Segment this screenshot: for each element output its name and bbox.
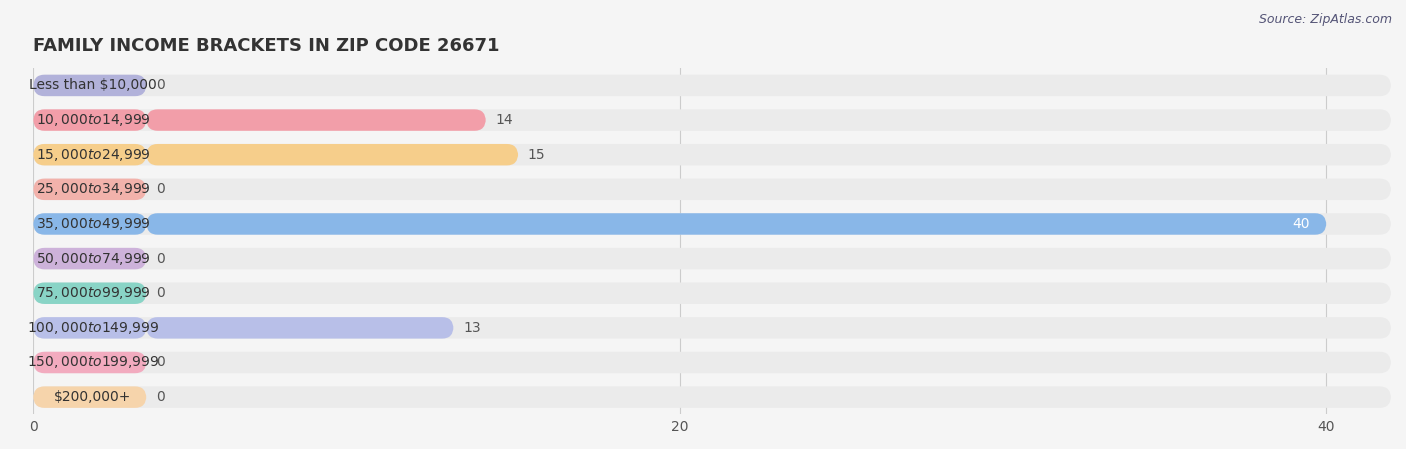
FancyBboxPatch shape	[34, 317, 146, 339]
Text: Less than $10,000: Less than $10,000	[30, 79, 157, 92]
FancyBboxPatch shape	[34, 352, 1391, 373]
FancyBboxPatch shape	[34, 213, 146, 235]
FancyBboxPatch shape	[34, 109, 146, 131]
FancyBboxPatch shape	[34, 144, 146, 165]
FancyBboxPatch shape	[34, 144, 1391, 165]
FancyBboxPatch shape	[34, 248, 146, 269]
FancyBboxPatch shape	[146, 317, 454, 339]
FancyBboxPatch shape	[34, 75, 146, 96]
Text: 0: 0	[156, 182, 165, 196]
FancyBboxPatch shape	[146, 109, 486, 131]
Text: 15: 15	[527, 148, 546, 162]
FancyBboxPatch shape	[34, 282, 1391, 304]
Text: $35,000 to $49,999: $35,000 to $49,999	[35, 216, 150, 232]
Text: $200,000+: $200,000+	[55, 390, 132, 404]
FancyBboxPatch shape	[34, 248, 1391, 269]
Text: $75,000 to $99,999: $75,000 to $99,999	[35, 285, 150, 301]
Text: $25,000 to $34,999: $25,000 to $34,999	[35, 181, 150, 197]
Text: 14: 14	[495, 113, 513, 127]
Text: $50,000 to $74,999: $50,000 to $74,999	[35, 251, 150, 267]
FancyBboxPatch shape	[34, 179, 1391, 200]
FancyBboxPatch shape	[34, 213, 1391, 235]
FancyBboxPatch shape	[146, 213, 1326, 235]
Text: $10,000 to $14,999: $10,000 to $14,999	[35, 112, 150, 128]
FancyBboxPatch shape	[34, 179, 146, 200]
FancyBboxPatch shape	[146, 144, 519, 165]
Text: 0: 0	[156, 286, 165, 300]
FancyBboxPatch shape	[34, 352, 146, 373]
Text: $100,000 to $149,999: $100,000 to $149,999	[27, 320, 159, 336]
FancyBboxPatch shape	[34, 109, 1391, 131]
FancyBboxPatch shape	[34, 387, 1391, 408]
FancyBboxPatch shape	[34, 387, 146, 408]
FancyBboxPatch shape	[34, 317, 1391, 339]
Text: $15,000 to $24,999: $15,000 to $24,999	[35, 147, 150, 163]
Text: $150,000 to $199,999: $150,000 to $199,999	[27, 355, 159, 370]
Text: 0: 0	[156, 390, 165, 404]
Text: Source: ZipAtlas.com: Source: ZipAtlas.com	[1258, 13, 1392, 26]
Text: FAMILY INCOME BRACKETS IN ZIP CODE 26671: FAMILY INCOME BRACKETS IN ZIP CODE 26671	[34, 37, 499, 55]
Text: 0: 0	[156, 79, 165, 92]
Text: 40: 40	[1292, 217, 1310, 231]
Text: 13: 13	[463, 321, 481, 335]
Text: 0: 0	[156, 251, 165, 266]
FancyBboxPatch shape	[34, 75, 1391, 96]
Text: 0: 0	[156, 356, 165, 370]
FancyBboxPatch shape	[34, 282, 146, 304]
